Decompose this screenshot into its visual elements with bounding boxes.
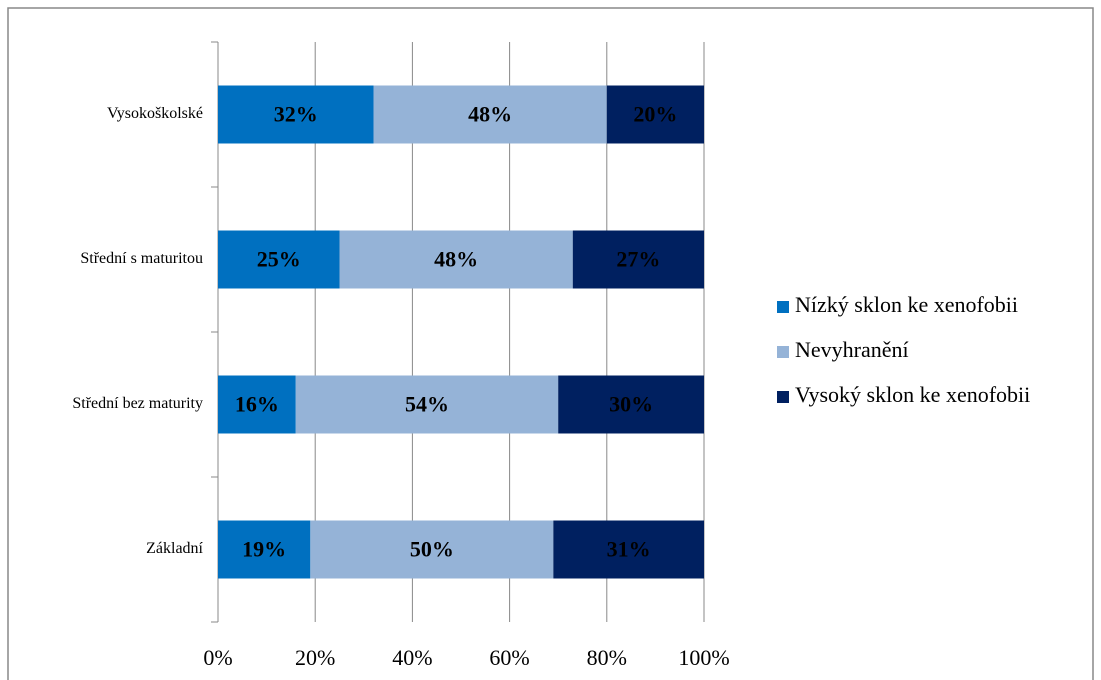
x-tick-label: 40% — [392, 645, 432, 670]
bar-segment — [339, 230, 573, 289]
y-tick-label: Základní — [146, 540, 203, 557]
bar-segment — [218, 375, 296, 434]
data-label: 54% — [405, 392, 449, 417]
data-label: 27% — [616, 247, 660, 272]
x-tick-label: 60% — [489, 645, 529, 670]
x-tick-label: 20% — [295, 645, 335, 670]
bar-segment — [310, 520, 554, 579]
data-label: 20% — [633, 102, 677, 127]
data-label: 25% — [257, 247, 301, 272]
x-tick-label: 0% — [203, 645, 232, 670]
bar-segment — [373, 85, 607, 144]
data-label: 48% — [434, 247, 478, 272]
bar-segment — [218, 520, 311, 579]
bar-segment — [218, 230, 340, 289]
data-label: 50% — [410, 537, 454, 562]
data-label: 19% — [242, 537, 286, 562]
legend-label: Vysoký sklon ke xenofobii — [795, 382, 1030, 407]
y-tick-label: Střední s maturitou — [80, 250, 203, 267]
legend-swatch — [777, 301, 789, 313]
bar-segment — [606, 85, 704, 144]
data-label: 31% — [607, 537, 651, 562]
legend-swatch — [777, 391, 789, 403]
data-label: 30% — [609, 392, 653, 417]
legend-label: Nevyhranění — [795, 337, 909, 362]
y-tick-label: Střední bez maturity — [72, 395, 203, 412]
data-label: 16% — [235, 392, 279, 417]
bar-segment — [572, 230, 704, 289]
bar-segment — [295, 375, 559, 434]
data-label: 48% — [468, 102, 512, 127]
x-tick-label: 100% — [678, 645, 729, 670]
data-label: 32% — [274, 102, 318, 127]
bar-segment — [553, 520, 704, 579]
x-tick-label: 80% — [587, 645, 627, 670]
bar-segment — [558, 375, 704, 434]
legend-label: Nízký sklon ke xenofobii — [795, 292, 1018, 317]
y-tick-label: Vysokoškolské — [107, 105, 203, 122]
legend-swatch — [777, 346, 789, 358]
bar-segment — [218, 85, 374, 144]
